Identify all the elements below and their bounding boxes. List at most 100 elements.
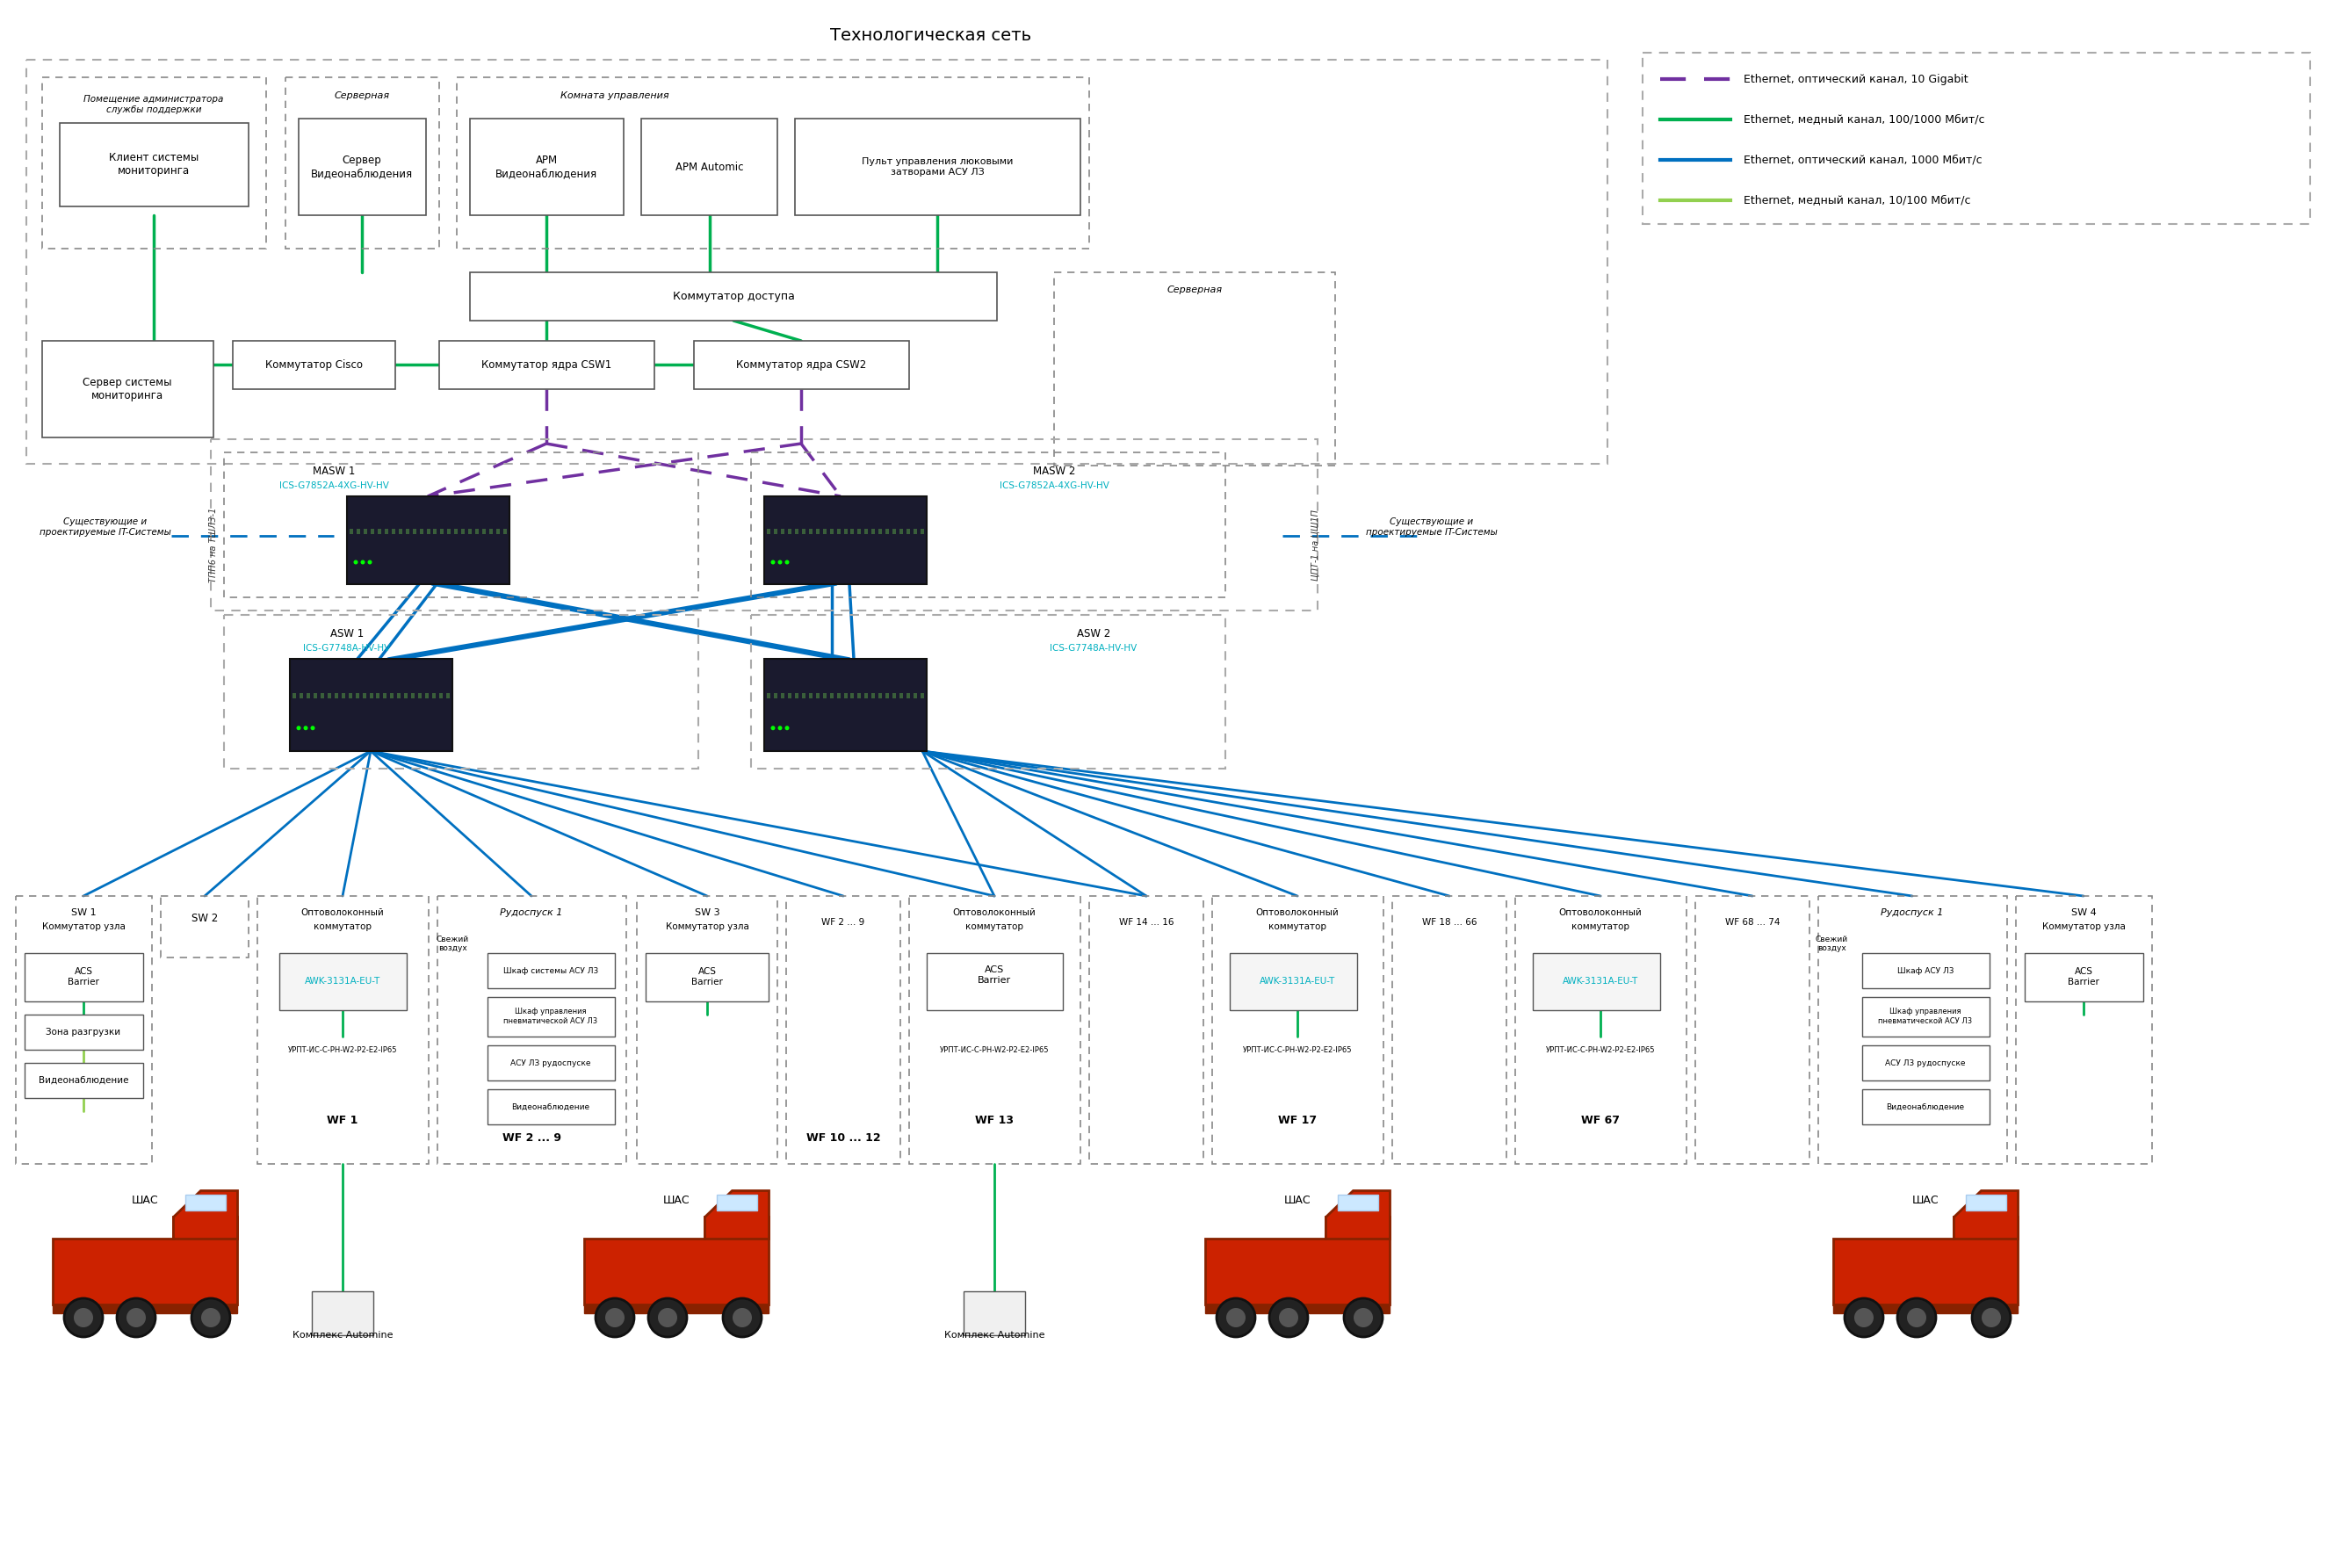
Text: Ethernet, оптический канал, 10 Gigabit: Ethernet, оптический канал, 10 Gigabit — [1743, 74, 1969, 85]
Text: Серверная: Серверная — [1166, 285, 1222, 295]
Bar — [786, 895, 901, 1163]
Bar — [306, 693, 310, 698]
Bar — [390, 693, 394, 698]
Bar — [224, 453, 698, 597]
Bar — [908, 693, 910, 698]
Circle shape — [784, 560, 789, 564]
Text: Коммутатор узла: Коммутатор узла — [665, 922, 749, 931]
Text: Ethernet, медный канал, 10/100 Мбит/с: Ethernet, медный канал, 10/100 Мбит/с — [1743, 194, 1971, 205]
Circle shape — [191, 1298, 231, 1338]
Bar — [280, 953, 406, 1010]
Text: Коммутатор ядра CSW1: Коммутатор ядра CSW1 — [481, 359, 611, 370]
Text: ASW 1: ASW 1 — [331, 629, 364, 640]
Text: Видеонаблюдение: Видеонаблюдение — [511, 1102, 590, 1110]
Bar — [2025, 953, 2144, 1002]
Bar — [462, 528, 464, 535]
Bar — [289, 659, 453, 751]
Text: Коммутатор доступа: Коммутатор доступа — [672, 290, 796, 301]
Text: Коммутатор Cisco: Коммутатор Cisco — [266, 359, 362, 370]
Circle shape — [604, 1308, 625, 1327]
Circle shape — [723, 1298, 761, 1338]
Text: WF 2 ... 9: WF 2 ... 9 — [502, 1132, 560, 1143]
Bar — [161, 895, 250, 958]
Bar — [1862, 1046, 1990, 1080]
Circle shape — [770, 726, 775, 731]
Bar — [751, 453, 1225, 597]
Circle shape — [201, 1308, 222, 1327]
Bar — [583, 1305, 768, 1314]
Text: MASW 1: MASW 1 — [313, 466, 355, 477]
Text: Комната управления: Комната управления — [560, 91, 670, 100]
Bar — [1206, 1305, 1390, 1314]
Text: Оптоволоконный: Оптоволоконный — [301, 908, 385, 917]
Text: ЦПТ-1 на ЦШ1П: ЦПТ-1 на ЦШ1П — [1311, 510, 1320, 580]
Bar — [926, 953, 1064, 1010]
Text: ICS-G7748A-HV-HV: ICS-G7748A-HV-HV — [303, 644, 390, 652]
Bar — [1696, 895, 1810, 1163]
Bar — [313, 693, 317, 698]
Text: AWK-3131A-EU-T: AWK-3131A-EU-T — [1260, 977, 1334, 986]
Bar — [1337, 1195, 1379, 1210]
Bar — [852, 528, 854, 535]
Bar — [838, 528, 840, 535]
Text: Коммутатор ядра CSW2: Коммутатор ядра CSW2 — [735, 359, 866, 370]
Circle shape — [777, 560, 782, 564]
Bar — [768, 528, 770, 535]
Text: ACS
Barrier: ACS Barrier — [68, 967, 100, 986]
Bar — [887, 528, 889, 535]
Circle shape — [658, 1308, 677, 1327]
Bar — [873, 528, 875, 535]
Bar — [751, 615, 1225, 768]
Text: Существующие и
проектируемые IT-Системы: Существующие и проектируемые IT-Системы — [1365, 517, 1498, 536]
Circle shape — [1906, 1308, 1927, 1327]
Text: Ethernet, медный канал, 100/1000 Мбит/с: Ethernet, медный канал, 100/1000 Мбит/с — [1743, 114, 1985, 125]
Bar — [782, 693, 784, 698]
Bar — [1862, 997, 1990, 1036]
Bar — [285, 77, 439, 249]
Text: ACS
Barrier: ACS Barrier — [691, 967, 723, 986]
Circle shape — [310, 726, 315, 731]
Text: коммутатор: коммутатор — [313, 922, 371, 931]
Bar — [413, 528, 415, 535]
Text: Шкаф управления
пневматической АСУ Л3: Шкаф управления пневматической АСУ Л3 — [504, 1008, 597, 1025]
Bar — [497, 528, 499, 535]
Bar — [964, 1292, 1024, 1336]
Bar — [469, 119, 623, 215]
Bar — [901, 528, 903, 535]
Text: АСУ ЛЗ рудоспуске: АСУ ЛЗ рудоспуске — [511, 1058, 590, 1066]
Text: ACS
Barrier: ACS Barrier — [2067, 967, 2100, 986]
Bar — [26, 1063, 142, 1098]
Polygon shape — [1325, 1190, 1390, 1239]
Bar — [910, 895, 1080, 1163]
Bar — [385, 528, 387, 535]
Bar — [488, 1090, 616, 1124]
Circle shape — [1344, 1298, 1383, 1338]
Text: WF 2 ... 9: WF 2 ... 9 — [821, 917, 866, 927]
Bar — [922, 693, 924, 698]
Bar — [488, 953, 616, 988]
Text: Свежий
воздух: Свежий воздух — [436, 936, 469, 953]
Polygon shape — [1953, 1190, 2018, 1239]
Text: АРМ
Видеонаблюдения: АРМ Видеонаблюдения — [495, 155, 597, 179]
Bar — [716, 1195, 758, 1210]
Text: Серверная: Серверная — [334, 91, 390, 100]
Bar — [789, 528, 791, 535]
Text: WF 13: WF 13 — [975, 1115, 1013, 1126]
Bar — [378, 528, 380, 535]
Text: ICS-G7852A-4XG-HV-HV: ICS-G7852A-4XG-HV-HV — [280, 481, 390, 491]
Bar — [469, 273, 996, 320]
Bar — [427, 528, 429, 535]
Bar — [873, 693, 875, 698]
Bar — [448, 528, 450, 535]
Circle shape — [362, 560, 364, 564]
Text: УРПТ-ИС-С-РН-W2-P2-E2-IP65: УРПТ-ИС-С-РН-W2-P2-E2-IP65 — [287, 1046, 397, 1054]
Bar — [915, 693, 917, 698]
Text: ТПП6 на ТШЛ3-1: ТПП6 на ТШЛ3-1 — [210, 506, 217, 582]
Circle shape — [733, 1308, 751, 1327]
Circle shape — [1981, 1308, 2002, 1327]
Text: WF 67: WF 67 — [1582, 1115, 1619, 1126]
Text: ШАС: ШАС — [663, 1195, 691, 1206]
Bar — [397, 693, 401, 698]
Bar — [455, 528, 457, 535]
Bar — [369, 693, 373, 698]
